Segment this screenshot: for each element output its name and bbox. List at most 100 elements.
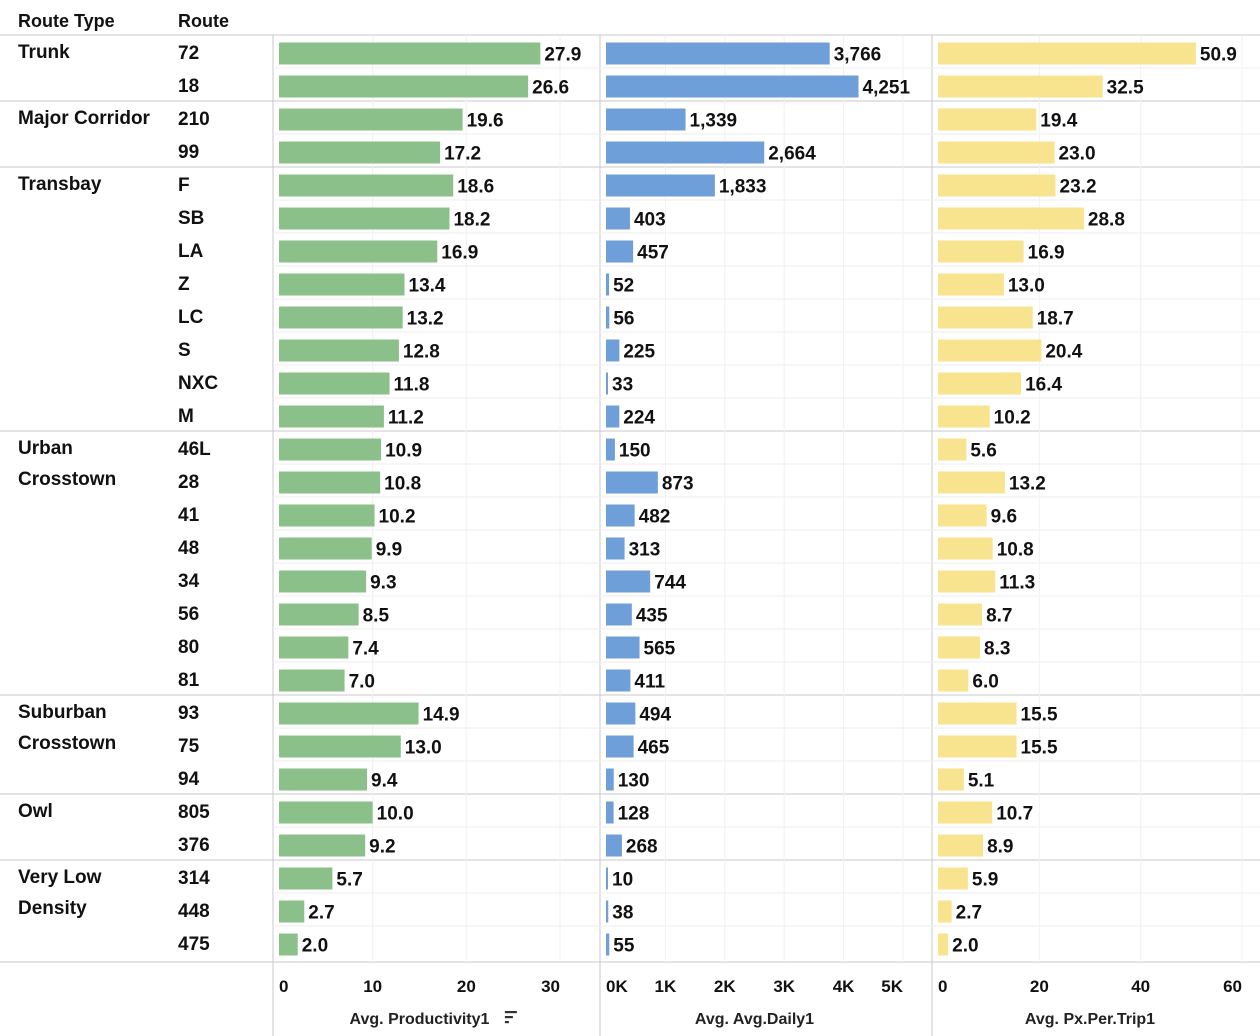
value-label: 435 <box>636 606 668 627</box>
tick-label: 10 <box>363 977 382 996</box>
value-label: 13.0 <box>405 738 442 759</box>
value-label: 9.6 <box>991 507 1017 528</box>
route-type-label: Very Low <box>18 867 102 888</box>
bar-daily <box>606 504 635 527</box>
value-label: 5.6 <box>970 441 996 462</box>
value-label: 8.3 <box>984 639 1010 660</box>
bar-daily <box>606 174 715 197</box>
bar-productivity <box>279 735 401 758</box>
bar-daily <box>606 603 632 626</box>
bar-daily <box>606 867 608 890</box>
value-label: 7.4 <box>352 639 379 660</box>
route-type-label: Transbay <box>18 174 102 195</box>
bar-daily <box>606 636 640 659</box>
bar-productivity <box>279 75 529 98</box>
bar-productivity <box>279 900 305 923</box>
bar-px_per_trip <box>938 240 1024 263</box>
value-label: 565 <box>644 639 676 660</box>
value-label: 10.8 <box>997 540 1034 561</box>
bar-daily <box>606 471 658 494</box>
value-label: 2,664 <box>768 144 816 165</box>
route-label: 210 <box>178 109 210 130</box>
value-label: 482 <box>639 507 671 528</box>
route-label: 72 <box>178 43 199 64</box>
value-label: 8.9 <box>987 837 1013 858</box>
tick-label: 20 <box>457 977 476 996</box>
bar-px_per_trip <box>938 141 1055 164</box>
value-label: 4,251 <box>863 78 911 99</box>
value-label: 457 <box>637 243 669 264</box>
bar-productivity <box>279 438 382 461</box>
value-label: 10.2 <box>994 408 1031 429</box>
bar-daily <box>606 240 634 263</box>
tick-label: 3K <box>773 977 795 996</box>
value-label: 2.7 <box>308 903 334 924</box>
bar-daily <box>606 768 614 791</box>
value-label: 10.0 <box>377 804 414 825</box>
route-label: 81 <box>178 670 200 691</box>
bar-px_per_trip <box>938 471 1005 494</box>
bar-productivity <box>279 306 403 329</box>
route-label: 18 <box>178 76 199 97</box>
bar-productivity <box>279 240 438 263</box>
value-label: 55 <box>613 936 635 957</box>
value-label: 28.8 <box>1088 210 1125 231</box>
value-label: 9.4 <box>371 771 398 792</box>
value-label: 33 <box>612 375 633 396</box>
value-label: 16.9 <box>1028 243 1065 264</box>
value-label: 494 <box>639 705 671 726</box>
value-label: 7.0 <box>349 672 375 693</box>
route-type-label: Trunk <box>18 42 70 63</box>
value-label: 26.6 <box>532 78 569 99</box>
bar-px_per_trip <box>938 174 1056 197</box>
value-label: 8.5 <box>363 606 390 627</box>
bar-daily <box>606 669 631 692</box>
route-label: 805 <box>178 802 210 823</box>
bar-daily <box>606 834 622 857</box>
bar-daily <box>606 75 859 98</box>
bars: 27.9 26.6 19.6 17.2 18.6 18.2 16.9 13.4 13.2 12.8… <box>279 42 1237 957</box>
tick-label: 40 <box>1131 977 1150 996</box>
tick-label: 30 <box>541 977 560 996</box>
route-label: 314 <box>178 868 210 889</box>
value-label: 268 <box>626 837 658 858</box>
value-label: 5.9 <box>972 870 998 891</box>
bar-productivity <box>279 603 359 626</box>
bar-productivity <box>279 207 450 230</box>
route-label: 448 <box>178 901 210 922</box>
header-route: Route <box>178 11 229 31</box>
route-label: 475 <box>178 934 210 955</box>
value-label: 14.9 <box>423 705 460 726</box>
bar-px_per_trip <box>938 702 1017 725</box>
bar-daily <box>606 405 620 428</box>
bar-px_per_trip <box>938 603 983 626</box>
value-label: 9.3 <box>370 573 396 594</box>
value-label: 1,339 <box>690 111 738 132</box>
value-label: 18.6 <box>457 177 494 198</box>
bar-productivity <box>279 834 366 857</box>
route-label: 376 <box>178 835 210 856</box>
bar-productivity <box>279 141 441 164</box>
value-label: 23.0 <box>1059 144 1096 165</box>
route-label: S <box>178 340 191 361</box>
bar-daily <box>606 141 765 164</box>
bar-px_per_trip <box>938 42 1196 65</box>
bar-productivity <box>279 42 541 65</box>
bar-px_per_trip <box>938 933 949 956</box>
header-route-type: Route Type <box>18 11 115 31</box>
bar-daily <box>606 306 610 329</box>
value-label: 744 <box>654 573 686 594</box>
tick-label: 2K <box>714 977 736 996</box>
bar-productivity <box>279 108 463 131</box>
sort-descending-icon[interactable] <box>504 1011 517 1024</box>
bar-px_per_trip <box>938 900 952 923</box>
value-label: 15.5 <box>1021 705 1058 726</box>
value-label: 11.8 <box>394 375 430 396</box>
route-label: LC <box>178 307 204 328</box>
route-type-label: Urban <box>18 438 73 459</box>
route-label: 75 <box>178 736 200 757</box>
route-label: 80 <box>178 637 199 658</box>
value-label: 12.8 <box>403 342 440 363</box>
